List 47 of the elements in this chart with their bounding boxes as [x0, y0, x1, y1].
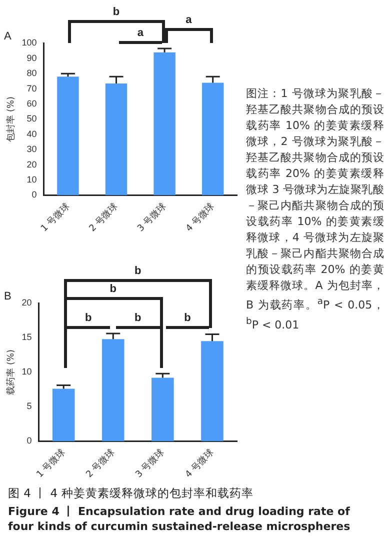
y-tick-label: 70 — [26, 83, 37, 94]
text: b — [134, 264, 142, 277]
chart-title: A — [4, 30, 12, 43]
y-tick-label: 20 — [22, 298, 32, 308]
x-tick-label: 2 号微球 — [87, 201, 120, 234]
y-tick-label: 15 — [22, 332, 32, 342]
bar — [57, 76, 79, 196]
annotation: b — [184, 312, 191, 324]
y-tick-label: 5 — [26, 401, 32, 412]
y-tick-label: 0 — [26, 436, 32, 446]
caption: Figure 4 丨 Encapsulation rate and drug loading rate of four kinds of curcumin sustained-release microspheres — [8, 504, 352, 534]
caption: 图 4 丨 4 种姜黄素缓释微球的包封率和载药率 — [8, 486, 254, 501]
text: 图注：1 号微球为聚乳酸－羟基乙酸共聚物合成的预设载药率 10% 的姜黄素缓释微球，2 号微球为聚乳酸－羟基乙酸共聚物合成的预设载药率 20% 的姜黄素缓释微球 3 号微球为左旋聚乳酸－聚己内酯共聚物合成的预设载药率 10% 的姜黄素缓释微球，4 号微球为左旋聚乳酸－聚己内酯共聚物合成的预设载药率 20% 的姜黄素缓释微球。A 为包封率，B 为载药率。$^{a}$P < 0.05，$^{b}$P < 0.01 — [246, 87, 384, 332]
x-tick-label: 4 号微球 — [184, 201, 217, 234]
y-tick-label: 50 — [26, 114, 37, 124]
y-tick-label: 30 — [26, 144, 37, 154]
y-tick-label: 80 — [26, 68, 37, 78]
bar — [102, 339, 124, 442]
x-tick-label: 2 号微球 — [84, 447, 117, 480]
chart-title: B — [4, 290, 12, 303]
x-tick-label: 3 号微球 — [135, 201, 168, 234]
y-axis-title: 载药率 (%) — [6, 349, 17, 395]
annotation: b — [134, 312, 142, 324]
annotation: b — [84, 312, 92, 324]
y-tick-label: 10 — [22, 366, 32, 377]
bar — [201, 341, 224, 442]
bar — [154, 52, 176, 196]
bar — [152, 378, 174, 442]
x-tick-label: 3 号微球 — [134, 447, 166, 480]
y-tick-label: 40 — [26, 128, 37, 139]
text: a — [186, 14, 192, 26]
y-tick-label: 90 — [26, 52, 37, 63]
x-tick-label: 1 号微球 — [38, 201, 72, 234]
x-tick-label: 1 号微球 — [34, 447, 68, 480]
text: b — [110, 282, 116, 295]
y-tick-label: 100 — [22, 38, 37, 48]
y-tick-label: 20 — [26, 159, 37, 170]
y-tick-label: 60 — [26, 98, 37, 108]
bar — [105, 83, 128, 196]
y-tick-label: 10 — [26, 174, 37, 184]
bar — [202, 82, 224, 196]
x-tick-label: 4 号微球 — [183, 447, 216, 480]
y-axis-title: 包封率 (%) — [6, 96, 17, 142]
text: a — [137, 26, 144, 39]
bar — [52, 388, 75, 442]
y-tick-label: 0 — [32, 190, 37, 200]
text: b — [112, 6, 120, 18]
